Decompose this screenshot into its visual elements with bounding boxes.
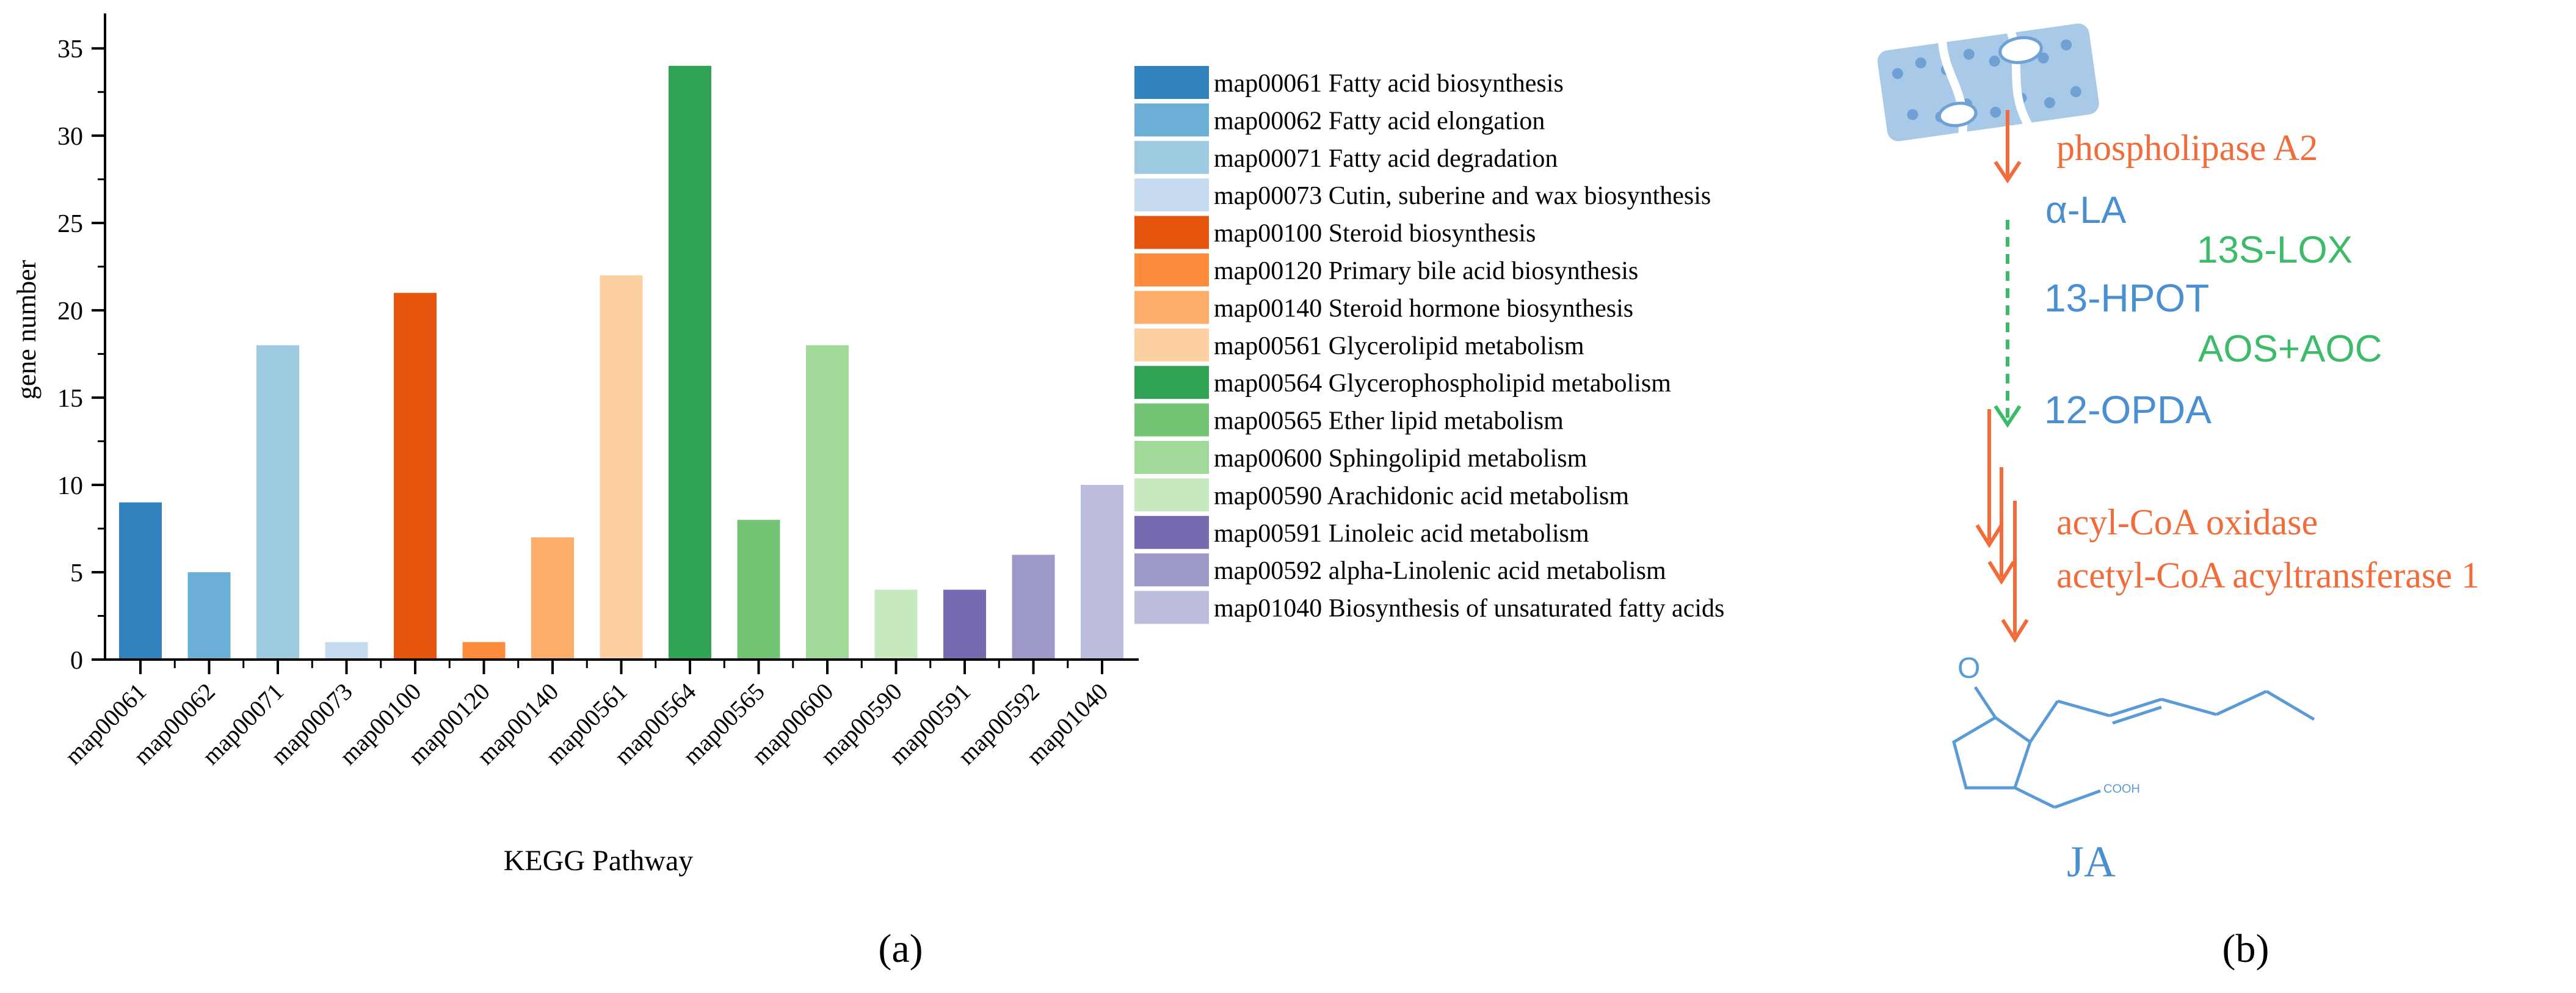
arrows-beta-oxidation	[1975, 409, 2029, 643]
membrane-icon	[1877, 22, 2099, 142]
legend-entry: map00591 Linoleic acid metabolism	[1214, 520, 1589, 548]
y-tick-label: 35	[57, 35, 83, 64]
legend-swatch	[1134, 366, 1209, 399]
legend-entry: map00590 Arachidonic acid metabolism	[1214, 482, 1629, 510]
bar-map00062	[187, 572, 231, 660]
bar-map01040	[1081, 485, 1123, 660]
y-axis-title: gene number	[12, 260, 42, 399]
bars	[119, 65, 1123, 660]
y-tick-label: 20	[57, 297, 83, 326]
bar-map00140	[531, 537, 574, 660]
legend-entry: map00592 alpha-Linolenic acid metabolism	[1214, 557, 1666, 585]
legend-swatch	[1134, 591, 1209, 624]
legend-swatch	[1134, 403, 1209, 437]
bar-map00600	[806, 345, 849, 660]
bar-map00120	[462, 642, 506, 660]
legend-entry: map00564 Glycerophospholipid metabolism	[1214, 369, 1671, 398]
metabolite-13-hpot: 13-HPOT	[2044, 276, 2209, 320]
legend-entry: map00062 Fatty acid elongation	[1214, 107, 1545, 135]
legend-entry: map00100 Steroid biosynthesis	[1214, 220, 1536, 248]
bar-map00061	[119, 502, 162, 660]
y-tick-label: 25	[57, 210, 83, 238]
legend-entry: map00120 Primary bile acid biosynthesis	[1214, 257, 1638, 285]
legend-swatch	[1134, 291, 1209, 324]
y-tick-label: 5	[70, 559, 83, 587]
x-axis-ticks: map00061map00062map00071map00073map00100…	[59, 660, 1113, 770]
x-axis-title: KEGG Pathway	[504, 845, 694, 877]
metabolite-12-opda: 12-OPDA	[2044, 388, 2211, 432]
y-tick-label: 15	[57, 385, 83, 413]
panel-a-bar-chart: gene number 0 5 10 15 20 25 30 35 map00061map00…	[12, 13, 1724, 971]
legend-swatch	[1134, 140, 1209, 174]
product-ja: JA	[2067, 837, 2116, 886]
legend-entry: map00061 Fatty acid biosynthesis	[1214, 70, 1564, 98]
bar-map00073	[325, 642, 368, 660]
legend-entry: map00600 Sphingolipid metabolism	[1214, 445, 1587, 473]
legend-swatch	[1134, 441, 1209, 474]
legend-entry: map01040 Biosynthesis of unsaturated fat…	[1214, 595, 1724, 623]
legend-swatch	[1134, 478, 1209, 512]
legend-entry: map00565 Ether lipid metabolism	[1214, 407, 1564, 435]
legend-entry: map00073 Cutin, suberine and wax biosynt…	[1214, 182, 1711, 210]
legend-entry: map00071 Fatty acid degradation	[1214, 145, 1558, 173]
enzyme-aos-aoc: AOS+AOC	[2198, 328, 2382, 370]
carboxyl-group-symbol: COOH	[2103, 782, 2140, 796]
enzyme-acetyl-coa-acyltransferase: acetyl-CoA acyltransferase 1	[2056, 555, 2480, 595]
y-tick-label: 10	[57, 472, 83, 500]
bar-map00100	[394, 293, 437, 660]
enzyme-phospholipase-a2: phospholipase A2	[2056, 128, 2318, 168]
enzyme-acyl-coa-oxidase: acyl-CoA oxidase	[2056, 502, 2318, 542]
legend-entry: map00561 Glycerolipid metabolism	[1214, 332, 1584, 360]
legend-entry: map00140 Steroid hormone biosynthesis	[1214, 294, 1633, 322]
legend: map00061 Fatty acid biosynthesis map00062…	[1134, 66, 1724, 624]
arrow-lox-dashed	[1994, 220, 2022, 428]
y-axis-ticks: 0 5 10 15 20 25 30 35	[57, 35, 105, 675]
legend-swatch	[1134, 216, 1209, 249]
panel-b-pathway: phospholipase A2 α-LA 13S-LOX 13-HPOT AO…	[1877, 22, 2480, 971]
metabolite-alpha-la: α-LA	[2045, 189, 2127, 231]
bar-map00591	[943, 589, 986, 660]
bar-map00590	[874, 589, 918, 660]
panel-b-label: (b)	[2222, 926, 2269, 971]
bar-map00071	[256, 345, 299, 660]
ketone-oxygen-symbol: O	[1957, 652, 1980, 685]
legend-swatch	[1134, 515, 1209, 549]
y-tick-label: 30	[57, 123, 83, 151]
bar-map00565	[737, 520, 780, 660]
legend-swatch	[1134, 103, 1209, 137]
panel-a-label: (a)	[878, 926, 923, 971]
legend-swatch	[1134, 178, 1209, 212]
enzyme-13s-lox: 13S-LOX	[2197, 229, 2353, 271]
bar-map00564	[669, 65, 711, 660]
bar-map00592	[1012, 555, 1055, 660]
legend-swatch	[1134, 328, 1209, 362]
legend-swatch	[1134, 253, 1209, 286]
jasmonic-acid-structure	[1952, 686, 2315, 809]
y-tick-label: 0	[70, 647, 83, 675]
legend-swatch	[1134, 553, 1209, 587]
legend-swatch	[1134, 66, 1209, 99]
arrow-phospholipase	[1994, 110, 2022, 184]
bar-map00561	[600, 275, 643, 660]
